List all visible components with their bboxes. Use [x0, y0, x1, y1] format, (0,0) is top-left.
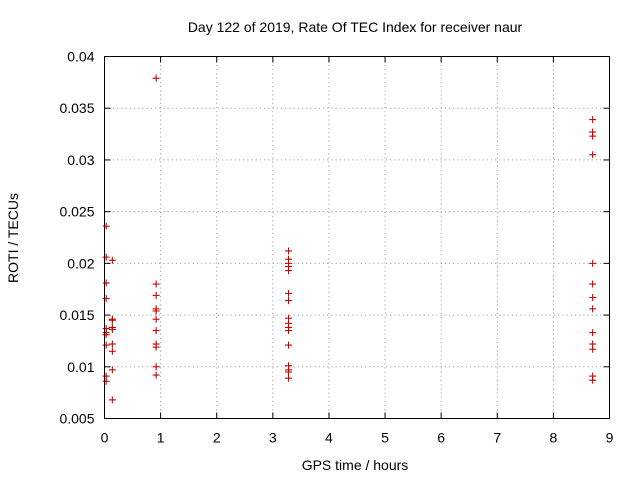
x-tick-label: 4: [325, 430, 333, 446]
data-point: [152, 327, 160, 335]
data-point: [285, 374, 293, 382]
x-tick-label: 0: [101, 430, 109, 446]
x-tick-label: 8: [549, 430, 557, 446]
x-tick-label: 2: [213, 430, 221, 446]
x-tick-label: 6: [437, 430, 445, 446]
data-point: [589, 259, 597, 267]
data-point: [285, 341, 293, 349]
data-point: [102, 295, 110, 303]
grid-lines: [104, 56, 610, 419]
chart-title: Day 122 of 2019, Rate Of TEC Index for r…: [188, 19, 523, 35]
y-tick-label: 0.035: [59, 100, 94, 116]
data-point: [152, 307, 160, 315]
data-point: [285, 368, 293, 376]
data-point: [152, 343, 160, 351]
data-point: [589, 132, 597, 140]
data-point: [108, 340, 116, 348]
y-tick-label: 0.02: [67, 255, 94, 271]
y-tick-label: 0.04: [67, 49, 94, 65]
data-point: [152, 291, 160, 299]
data-point: [102, 331, 110, 339]
data-point: [152, 371, 160, 379]
data-point: [102, 279, 110, 287]
x-tick-label: 3: [269, 430, 277, 446]
x-tick-label: 7: [493, 430, 501, 446]
axis-ticks: [104, 56, 610, 419]
data-point: [102, 341, 110, 349]
data-point: [152, 74, 160, 82]
data-point: [589, 293, 597, 301]
data-point: [108, 326, 116, 334]
data-points: [102, 74, 597, 404]
data-point: [589, 151, 597, 159]
data-point: [285, 247, 293, 255]
data-point: [102, 253, 110, 261]
y-tick-label: 0.015: [59, 307, 94, 323]
data-point: [108, 256, 116, 264]
y-axis-label: ROTI / TECUs: [5, 193, 21, 283]
data-point: [152, 280, 160, 288]
data-point: [108, 396, 116, 404]
data-point: [285, 297, 293, 305]
data-point: [589, 345, 597, 353]
y-tick-labels: 0.005 0.01 0.015 0.02 0.025 0.03 0.035 0.04: [59, 49, 94, 427]
data-point: [589, 280, 597, 288]
data-point: [152, 315, 160, 323]
y-tick-label: 0.025: [59, 204, 94, 220]
plot-frame: [104, 56, 610, 419]
data-point: [285, 289, 293, 297]
data-point: [285, 327, 293, 335]
data-point: [152, 363, 160, 371]
y-tick-label: 0.03: [67, 152, 94, 168]
data-point: [108, 366, 116, 374]
data-point: [102, 222, 110, 230]
data-point: [589, 329, 597, 337]
data-point: [108, 347, 116, 355]
x-tick-label: 5: [381, 430, 389, 446]
data-point: [108, 316, 116, 324]
data-point: [589, 116, 597, 124]
y-tick-label: 0.01: [67, 359, 94, 375]
x-axis-label: GPS time / hours: [302, 457, 409, 473]
x-tick-label: 9: [606, 430, 614, 446]
data-point: [285, 267, 293, 275]
x-tick-labels: 0 1 2 3 4 5 6 7 8 9: [101, 430, 614, 446]
data-point: [102, 377, 110, 385]
y-tick-label: 0.005: [59, 411, 94, 427]
data-point: [589, 305, 597, 313]
data-point: [589, 376, 597, 384]
x-tick-label: 1: [157, 430, 165, 446]
